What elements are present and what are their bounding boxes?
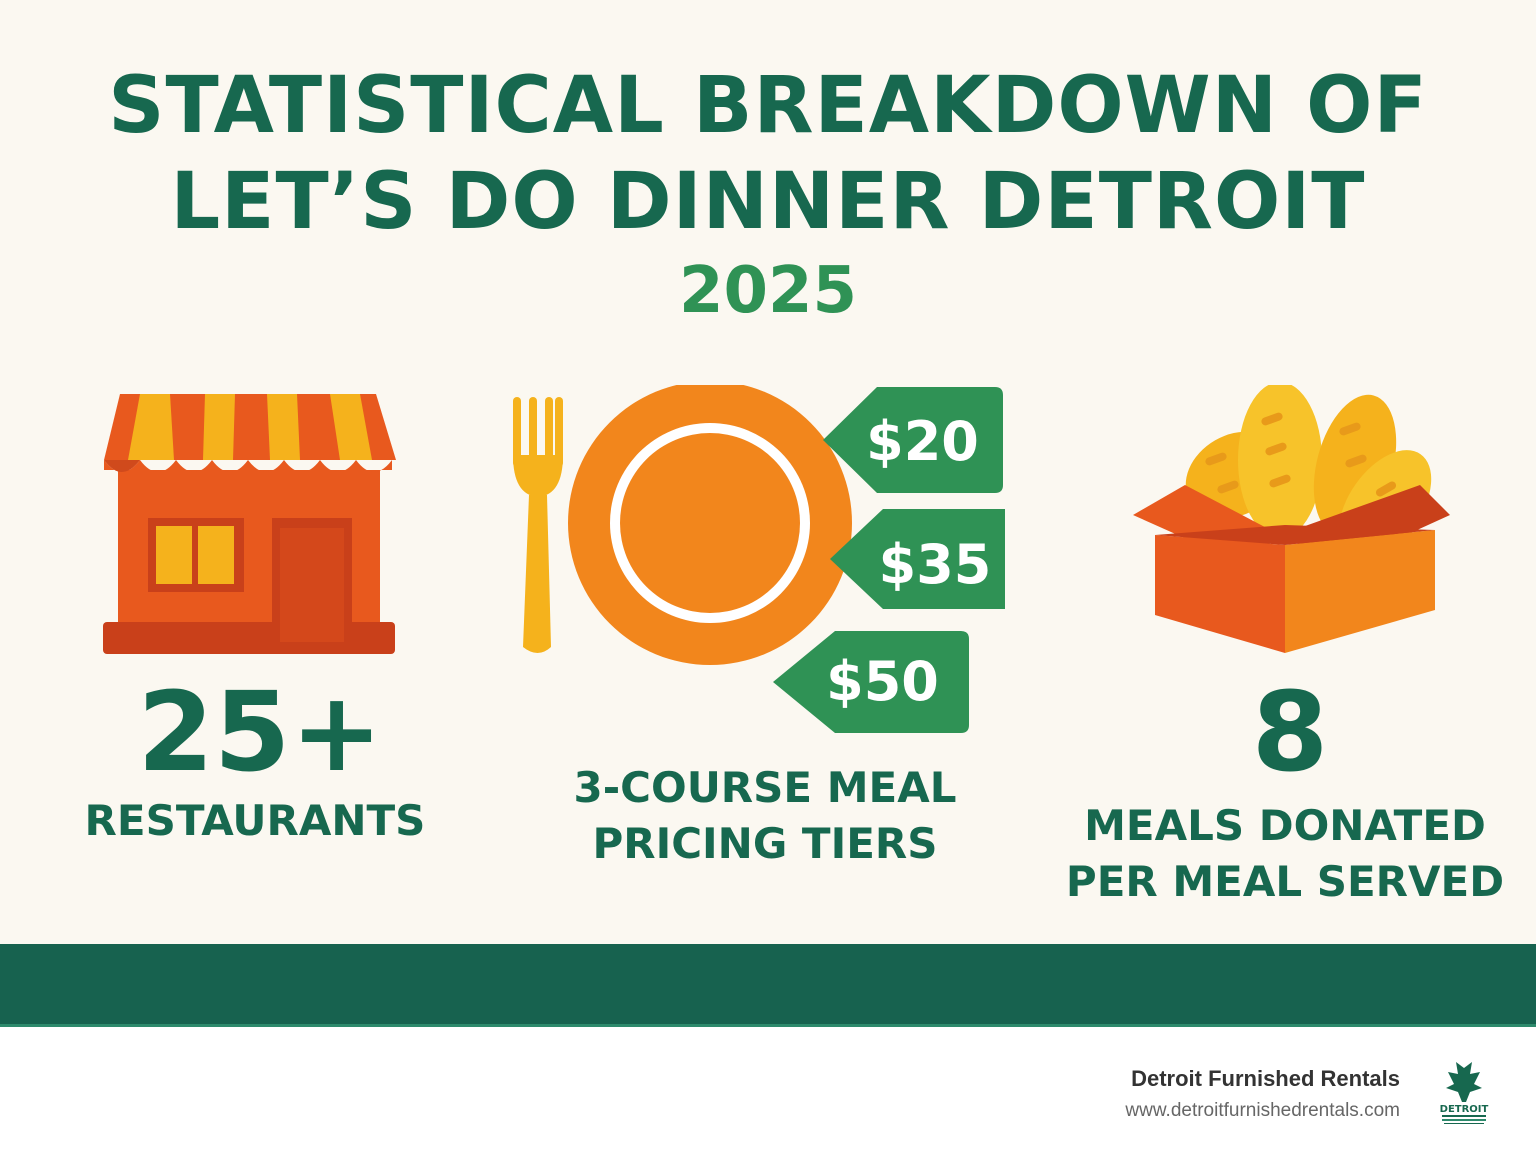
- restaurants-count: 25+: [137, 668, 383, 796]
- restaurants-label: RESTAURANTS: [84, 796, 426, 845]
- pricing-label-line-1: 3-COURSE MEAL: [573, 763, 957, 812]
- price-tag-35: $35: [878, 533, 992, 596]
- title-line-1: STATISTICAL BREAKDOWN OF: [108, 61, 1428, 151]
- footer-band: [0, 944, 1536, 1024]
- price-tag-20: $20: [866, 410, 979, 473]
- page-title: STATISTICAL BREAKDOWN OF LET’S DO DINNER…: [0, 58, 1536, 250]
- footer-band-line: [0, 1024, 1536, 1027]
- logo-text: DETROIT: [1440, 1104, 1489, 1115]
- brand-url-link[interactable]: www.detroitfurnishedrentals.com: [1125, 1100, 1400, 1121]
- plate-and-fork-icon: [513, 385, 1005, 733]
- title-line-2: LET’S DO DINNER DETROIT: [170, 157, 1366, 247]
- pricing-label-line-2: PRICING TIERS: [592, 819, 938, 868]
- storefront-icon: [103, 394, 396, 654]
- year-subtitle: 2025: [678, 254, 858, 328]
- donations-label-line-2: PER MEAL SERVED: [1065, 857, 1505, 906]
- donations-count: 8: [1251, 668, 1329, 796]
- donations-label-line-1: MEALS DONATED: [1084, 801, 1486, 850]
- footer: [0, 1027, 1536, 1154]
- brand-name: Detroit Furnished Rentals: [1131, 1066, 1400, 1091]
- detroit-logo: DETROIT: [1440, 1062, 1489, 1124]
- price-tag-50: $50: [826, 650, 939, 713]
- bread-box-icon: [1133, 385, 1450, 653]
